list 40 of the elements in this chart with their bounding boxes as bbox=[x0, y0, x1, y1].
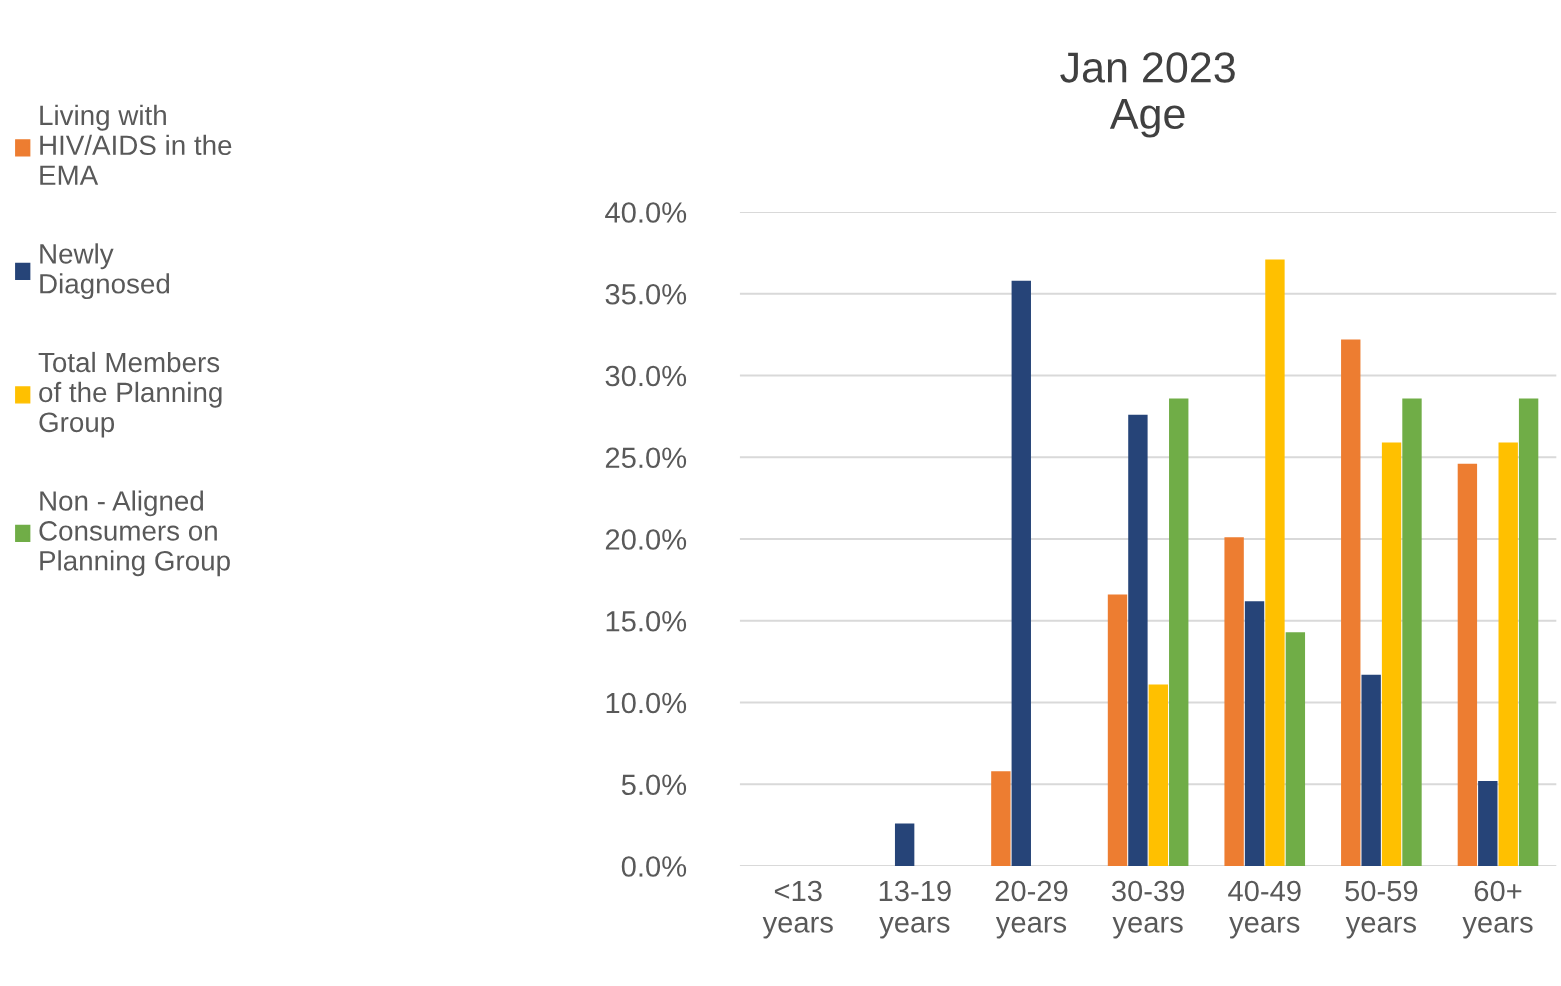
bar bbox=[1244, 601, 1265, 866]
legend-label: Newly Diagnosed bbox=[40, 243, 170, 300]
bar bbox=[991, 771, 1011, 866]
y-tick-label: 35.0% bbox=[605, 283, 687, 305]
legend-label: Total Members of the Planning Group bbox=[38, 351, 222, 438]
x-tick-label: 60+ years bbox=[1462, 880, 1533, 939]
bar bbox=[1498, 442, 1518, 866]
bar bbox=[1148, 684, 1169, 866]
bar bbox=[1361, 674, 1381, 866]
y-tick-label: 0.0% bbox=[621, 856, 687, 877]
x-tick-label: 20-29 years bbox=[995, 880, 1068, 939]
y-tick-label: 20.0% bbox=[605, 529, 687, 550]
x-tick-label: 13-19 years bbox=[879, 880, 951, 939]
y-tick-label: 25.0% bbox=[605, 447, 687, 469]
bar bbox=[1107, 594, 1128, 866]
bar bbox=[1381, 442, 1402, 866]
y-tick-label: 15.0% bbox=[606, 610, 687, 632]
bar bbox=[894, 823, 915, 866]
x-tick-label: <13 years bbox=[762, 880, 833, 939]
y-tick-label: 40.0% bbox=[605, 202, 687, 223]
x-tick-label: 40-49 years bbox=[1228, 880, 1301, 939]
bar bbox=[1402, 398, 1422, 866]
bar bbox=[1265, 259, 1285, 866]
bar bbox=[1128, 414, 1148, 866]
legend-label: Non - Aligned Consumers on Planning Group bbox=[39, 490, 230, 577]
chart-title: Jan 2023 Age bbox=[1060, 52, 1235, 138]
bar bbox=[1169, 398, 1189, 866]
bar bbox=[1457, 463, 1478, 866]
x-tick-label: 30-39 years bbox=[1111, 880, 1185, 939]
y-tick-label: 5.0% bbox=[621, 774, 687, 796]
bar bbox=[1285, 632, 1306, 866]
bar bbox=[1518, 398, 1539, 866]
y-tick-label: 30.0% bbox=[605, 365, 687, 387]
y-tick-label: 10.0% bbox=[606, 692, 687, 714]
bar bbox=[1478, 780, 1498, 866]
bar bbox=[1341, 339, 1361, 866]
legend-label: Living with HIV/AIDS in the EMA bbox=[40, 104, 232, 185]
bar bbox=[1011, 280, 1031, 866]
bar bbox=[1224, 537, 1244, 866]
x-tick-label: 50-59 years bbox=[1345, 880, 1418, 939]
